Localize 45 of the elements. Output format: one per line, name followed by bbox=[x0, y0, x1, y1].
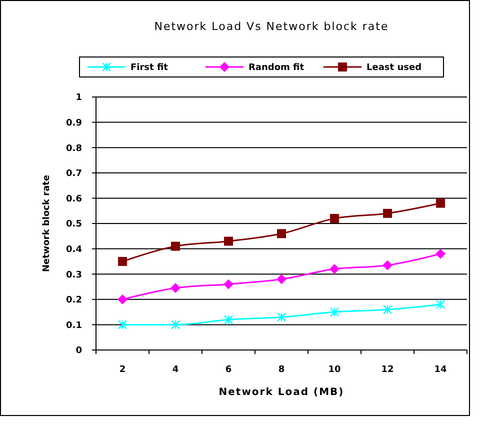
point bbox=[330, 264, 340, 274]
y-tick-label: 0.5 bbox=[66, 220, 82, 230]
y-tick-label: 0.7 bbox=[66, 169, 82, 180]
legend-label: First fit bbox=[130, 63, 169, 74]
point bbox=[383, 208, 392, 218]
legend-label: Least used bbox=[366, 63, 422, 74]
point bbox=[224, 236, 233, 246]
point bbox=[118, 256, 127, 266]
point bbox=[224, 279, 234, 290]
point bbox=[118, 294, 128, 304]
y-tick-label: 0.2 bbox=[66, 296, 82, 306]
y-tick-label: 0 bbox=[76, 346, 82, 356]
y-tick-label: 0.6 bbox=[66, 194, 82, 204]
point bbox=[276, 274, 286, 284]
point bbox=[276, 312, 286, 322]
y-tick-label: 0.8 bbox=[66, 144, 82, 154]
point bbox=[330, 214, 339, 223]
x-tick-label: 2 bbox=[119, 365, 126, 375]
legend-label: Random fit bbox=[248, 63, 305, 74]
x-tick-label: 8 bbox=[278, 365, 285, 375]
y-tick-label: 0.4 bbox=[66, 244, 82, 255]
point bbox=[436, 248, 446, 259]
x-tick-label: 6 bbox=[225, 365, 232, 375]
point bbox=[382, 260, 392, 270]
point bbox=[118, 320, 128, 330]
point bbox=[382, 304, 392, 314]
x-tick-label: 12 bbox=[381, 365, 394, 375]
y-tick-label: 0.1 bbox=[66, 320, 82, 331]
x-tick-label: 4 bbox=[172, 365, 179, 375]
point bbox=[170, 320, 180, 330]
point bbox=[436, 198, 445, 208]
y-tick-label: 1 bbox=[76, 93, 82, 104]
point bbox=[224, 315, 234, 324]
y-axis-title: Network block rate bbox=[42, 174, 52, 272]
y-tick-label: 0.9 bbox=[66, 118, 82, 128]
x-tick-label: 14 bbox=[434, 365, 447, 375]
chart-title: Network Load Vs Network block rate bbox=[154, 20, 389, 33]
x-axis-title: Network Load (MB) bbox=[218, 387, 344, 398]
x-tick-label: 10 bbox=[328, 365, 341, 375]
y-tick-label: 0.3 bbox=[66, 270, 82, 280]
point bbox=[277, 229, 286, 238]
point bbox=[436, 300, 446, 310]
point bbox=[330, 307, 340, 317]
point bbox=[171, 242, 180, 251]
point bbox=[170, 283, 180, 294]
